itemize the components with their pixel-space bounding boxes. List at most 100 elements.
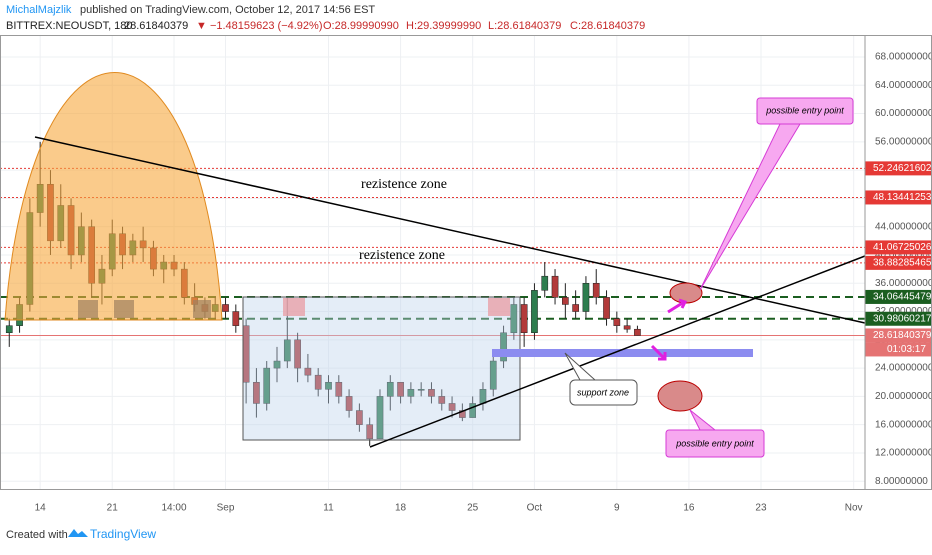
trendline (369, 255, 866, 448)
trendline (34, 136, 866, 324)
change: ▼ −1.48159623 (−4.92%) (196, 20, 322, 32)
candle-body (438, 396, 446, 404)
y-tick-label: 20.00000000 (875, 391, 932, 402)
callout-pointer (564, 352, 596, 381)
x-tick-label: 23 (755, 503, 767, 514)
level-badge (865, 240, 932, 255)
candle-body (407, 389, 415, 397)
x-tick-label: 21 (107, 503, 119, 514)
y-tick-label: 64.00000000 (875, 80, 932, 91)
callout (665, 429, 765, 458)
countdown-badge (865, 342, 932, 357)
x-tick-label: Oct (527, 503, 543, 514)
candle-body (335, 381, 343, 397)
candle-body (448, 403, 456, 411)
annotation: possible entry point (765, 105, 844, 115)
candle-body (314, 374, 322, 390)
candle-body (489, 360, 497, 390)
y-tick-label: 12.00000000 (875, 448, 932, 459)
price-axis: 8.00000000 12.00000000 16.00000000 20.00000… (865, 52, 932, 487)
candle-body (562, 297, 569, 305)
x-tick-label: 9 (614, 503, 620, 514)
entry-ellipse (657, 380, 703, 412)
touch-box (78, 300, 98, 318)
level-label: 52.24621602 (873, 163, 932, 174)
level-label: 28.61840379 (873, 330, 932, 341)
candle-body (366, 424, 374, 440)
high: H:29.39999990 (406, 20, 481, 32)
level-badge (865, 255, 932, 270)
candle-body (356, 410, 363, 425)
callout (569, 379, 638, 406)
touch-box (193, 300, 211, 318)
level-badge (865, 289, 932, 304)
logo (68, 529, 88, 537)
footer-text: Created with (6, 529, 68, 541)
x-tick-label: 11 (323, 503, 334, 514)
touch-box (488, 298, 510, 316)
x-tick-label: 25 (467, 503, 479, 514)
candle-body (551, 275, 559, 298)
level-badge (865, 328, 932, 343)
annotation: rezistence zone (359, 248, 445, 263)
candle-body (283, 339, 291, 362)
candle-body (520, 304, 528, 333)
x-tick-label: 14:00 (162, 503, 187, 514)
candle-body (541, 275, 549, 291)
candle-body (294, 339, 301, 369)
range-box (242, 296, 521, 441)
arc-pattern (4, 72, 223, 321)
candle-body (623, 325, 631, 330)
annotation: rezistence zone (361, 177, 447, 192)
low: L:28.61840379 (488, 20, 561, 32)
candle-body (459, 410, 466, 418)
x-tick-label: Sep (217, 503, 235, 514)
y-tick-label: 8.00000000 (875, 476, 928, 487)
candle-body (253, 381, 260, 404)
arrow (667, 298, 688, 314)
candle-body (263, 367, 271, 404)
candle-body (572, 304, 579, 312)
support-bar (492, 349, 753, 357)
annotation: support zone (577, 387, 629, 397)
candle-body (634, 328, 641, 336)
y-tick-label: 68.00000000 (875, 52, 932, 63)
x-tick-label: Nov (845, 503, 863, 514)
candle-body (273, 360, 281, 369)
published: published on TradingView.com, October 12… (80, 4, 375, 16)
candle-body (603, 297, 610, 319)
level-label: 30.98060217 (873, 313, 932, 324)
y-tick-label: 60.00000000 (875, 108, 932, 119)
y-tick-label: 36.00000000 (875, 278, 932, 289)
callout (756, 97, 854, 125)
candle-body (345, 396, 353, 411)
entry-ellipse (669, 282, 703, 304)
candle-body (376, 396, 384, 440)
level-label: 38.88285465 (873, 258, 932, 269)
countdown: 01:03:17 (887, 344, 926, 355)
y-tick-label: 24.00000000 (875, 363, 932, 374)
annotation: possible entry point (675, 438, 754, 448)
candle-body (510, 304, 518, 333)
candle-body (386, 381, 394, 397)
candle-body (582, 283, 590, 312)
touch-box (283, 298, 305, 316)
level-badge (865, 311, 932, 326)
y-tick-label: 40.00000000 (875, 250, 932, 261)
x-tick-label: 14 (35, 503, 47, 514)
level-badge (865, 190, 932, 205)
candle-body (500, 332, 507, 362)
level-label: 48.13441253 (873, 192, 932, 203)
last: 28.61840379 (124, 20, 188, 32)
x-tick-label: 18 (395, 503, 407, 514)
symbol: BITTREX:NEOUSDT, 180 (6, 20, 133, 32)
candle-body (613, 318, 621, 326)
candle-body (325, 381, 332, 390)
y-tick-label: 56.00000000 (875, 136, 932, 147)
y-tick-label: 44.00000000 (875, 221, 932, 232)
candle-body (417, 389, 425, 391)
candle-body (428, 389, 435, 397)
candle-body (469, 403, 477, 418)
x-tick-label: 16 (683, 503, 695, 514)
